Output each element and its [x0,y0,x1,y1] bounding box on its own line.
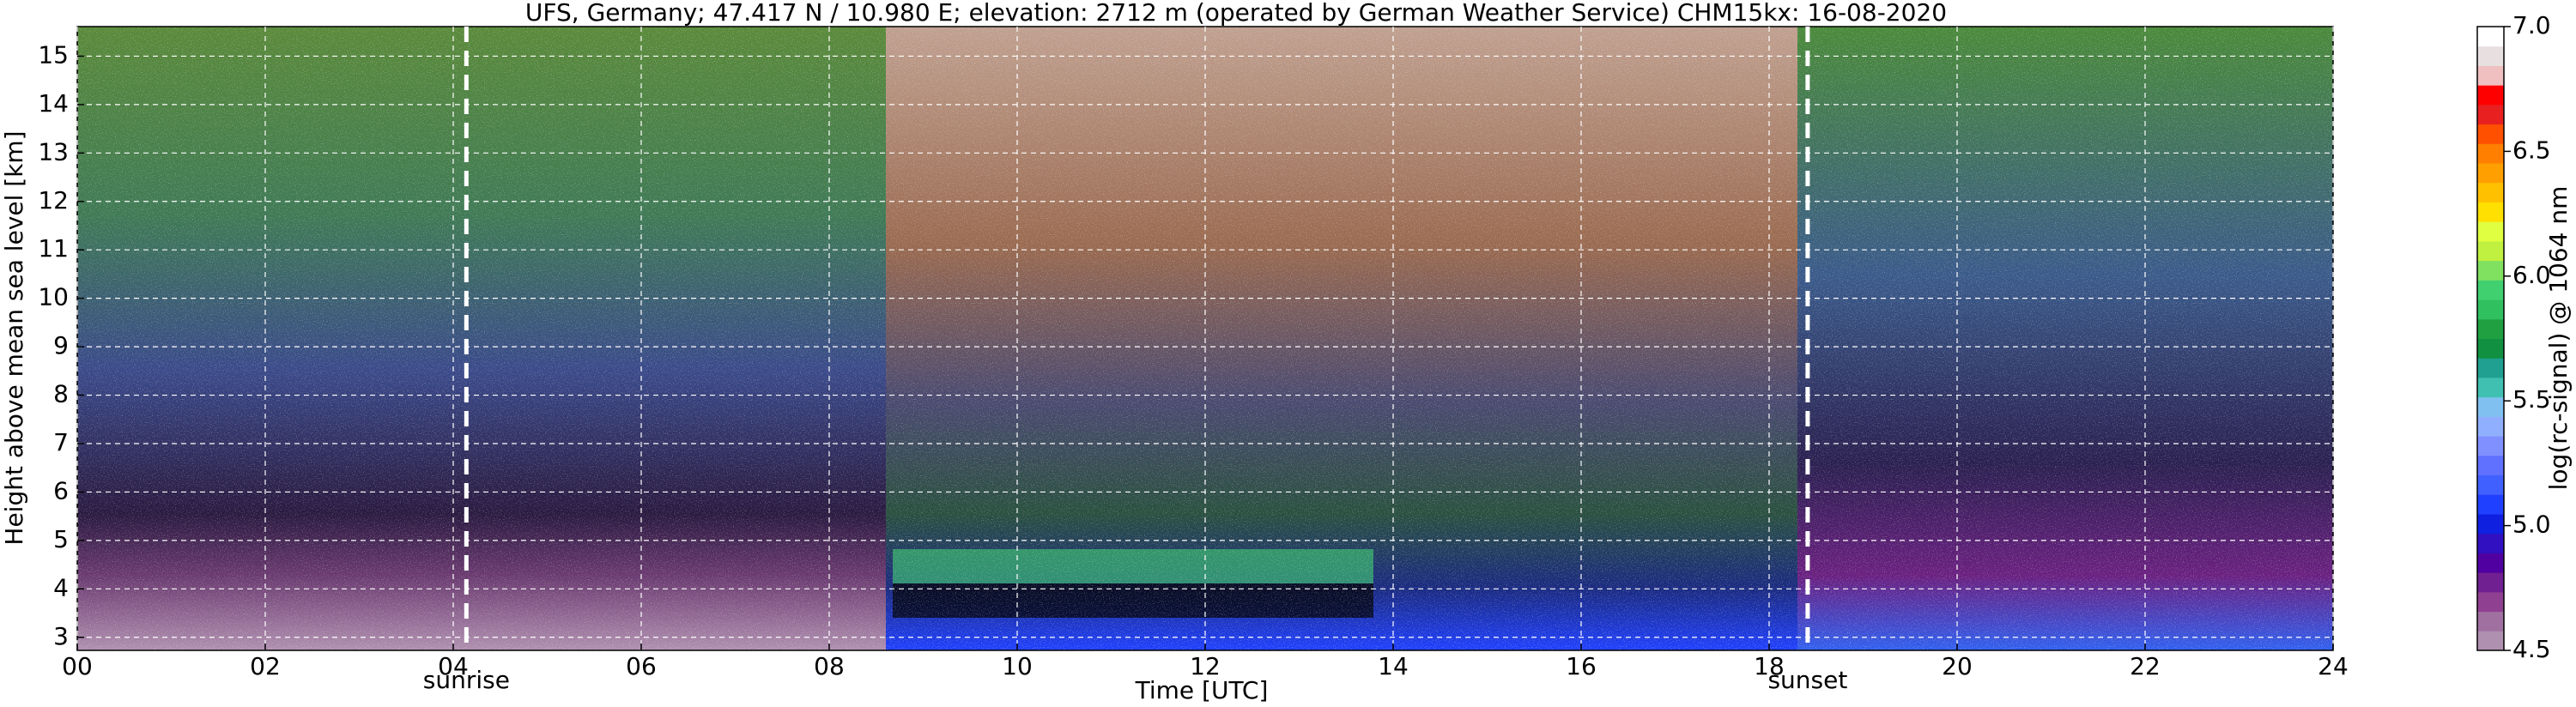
colorbar-segment [2477,338,2504,359]
x-axis-label: Time [UTC] [1135,676,1269,704]
colorbar-segment [2477,591,2504,613]
colorbar-label: log(rc-signal) @ 1064 nm [2544,186,2573,491]
colorbar-segment [2477,163,2504,184]
y-tick-label: 12 [38,186,69,215]
colorbar-segment [2477,202,2504,222]
y-tick-label: 14 [38,89,69,118]
y-tick-label: 6 [53,476,69,505]
y-tick-label: 13 [38,137,69,166]
colorbar-tick-label: 4.5 [2512,635,2551,663]
colorbar-segment [2477,27,2504,47]
x-tick-label: 18 [1754,652,1785,680]
colorbar-segment [2477,280,2504,300]
colorbar-tick-label: 5.5 [2512,385,2551,414]
x-tick-label: 04 [438,652,469,680]
colorbar-segment [2477,260,2504,281]
colorbar-segment [2477,299,2504,320]
chart-title: UFS, Germany; 47.417 N / 10.980 E; eleva… [525,0,1947,27]
colorbar-segment [2477,436,2504,456]
y-axis-label: Height above mean sea level [km] [0,130,28,545]
x-tick-label: 22 [2130,652,2161,680]
colorbar-segment [2477,318,2504,339]
x-tick-label: 10 [1002,652,1033,680]
y-tick-label: 15 [38,40,69,69]
colorbar-segment [2477,358,2504,378]
colorbar-segment [2477,513,2504,535]
annotation-label: sunset [1767,666,1847,694]
y-tick-label: 4 [53,573,69,601]
colorbar-segment [2477,45,2504,66]
x-tick-label: 00 [62,652,93,680]
colorbar-segment [2477,65,2504,86]
colorbar-segment [2477,377,2504,398]
colorbar-segment [2477,104,2504,125]
annotation-label: sunrise [423,666,510,694]
colorbar-segment [2477,85,2504,106]
x-tick-label: 02 [250,652,281,680]
x-tick-label: 14 [1378,652,1409,680]
y-tick-label: 11 [38,234,69,263]
colorbar-segment [2477,553,2504,573]
colorbar-tick-label: 6.5 [2512,136,2551,164]
y-tick-label: 3 [53,622,69,650]
colorbar-tick-label: 6.0 [2512,261,2551,289]
colorbar-segment [2477,124,2504,144]
colorbar-segment [2477,221,2504,242]
x-tick-label: 08 [814,652,845,680]
colorbar-segment [2477,182,2504,202]
colorbar-frame [2476,26,2505,651]
y-tick-label: 9 [53,331,69,360]
colorbar-tick-label: 7.0 [2512,11,2551,39]
x-tick-label: 24 [2318,652,2349,680]
colorbar-segment [2477,572,2504,593]
colorbar-segment [2477,396,2504,417]
colorbar-segment [2477,474,2504,495]
colorbar-segment [2477,240,2504,262]
x-tick-label: 06 [626,652,657,680]
y-tick-label: 8 [53,380,69,408]
x-tick-label: 20 [1942,652,1973,680]
x-tick-label: 16 [1566,652,1597,680]
colorbar-segment [2477,631,2504,651]
colorbar-tick-label: 5.0 [2512,511,2551,539]
y-tick-label: 10 [38,283,69,311]
y-tick-label: 7 [53,428,69,456]
colorbar-segment [2477,611,2504,631]
colorbar-segment [2477,494,2504,515]
y-tick-label: 5 [53,525,69,553]
x-tick-label: 12 [1190,652,1221,680]
colorbar-segment [2477,533,2504,553]
colorbar-segment [2477,416,2504,437]
colorbar-segment [2477,143,2504,164]
colorbar-segment [2477,455,2504,476]
